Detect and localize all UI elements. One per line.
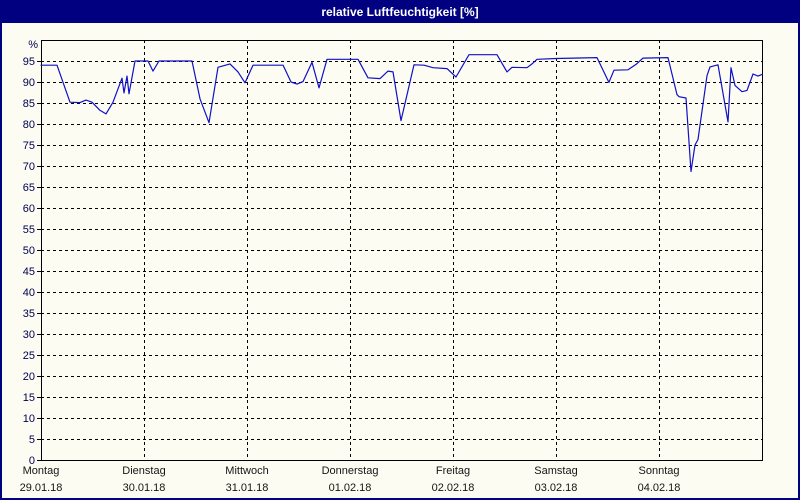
x-day-label: Donnerstag [322,465,379,477]
y-tick-label: 60 [23,203,35,215]
y-tick-label: 35 [23,308,35,320]
x-day-label: Dienstag [122,465,165,477]
y-tick-label: 15 [23,392,35,404]
y-tick-label: 40 [23,287,35,299]
window-title: relative Luftfeuchtigkeit [%] [321,5,479,19]
title-bar: relative Luftfeuchtigkeit [%] [2,2,798,23]
y-tick-label: 95 [23,56,35,68]
x-date-label: 01.02.18 [329,482,372,494]
x-day-label: Montag [23,465,60,477]
y-tick-label: 45 [23,266,35,278]
y-tick-label: 50 [23,245,35,257]
x-day-label: Sonntag [639,465,680,477]
x-date-label: 29.01.18 [20,482,63,494]
y-tick-label: 90 [23,77,35,89]
x-day-label: Freitag [436,465,470,477]
y-tick-label: 55 [23,224,35,236]
y-tick-label: 30 [23,329,35,341]
y-tick-label: 80 [23,119,35,131]
y-tick-label: 25 [23,350,35,362]
x-day-label: Mittwoch [225,465,268,477]
humidity-line [40,54,763,173]
plot-border [41,40,763,461]
x-date-label: 30.01.18 [123,482,166,494]
y-tick-label: 10 [23,413,35,425]
y-tick-label: 70 [23,161,35,173]
y-tick-label: 0 [29,455,35,467]
x-date-label: 02.02.18 [432,482,475,494]
y-tick-label: 75 [23,140,35,152]
y-tick-label: 65 [23,182,35,194]
y-tick-label: 20 [23,371,35,383]
x-date-label: 31.01.18 [226,482,269,494]
y-tick-label: 85 [23,98,35,110]
x-day-label: Samstag [534,465,577,477]
x-date-label: 03.02.18 [535,482,578,494]
y-tick-label: 5 [29,434,35,446]
y-axis-unit-label: % [28,39,38,51]
x-date-label: 04.02.18 [638,482,681,494]
